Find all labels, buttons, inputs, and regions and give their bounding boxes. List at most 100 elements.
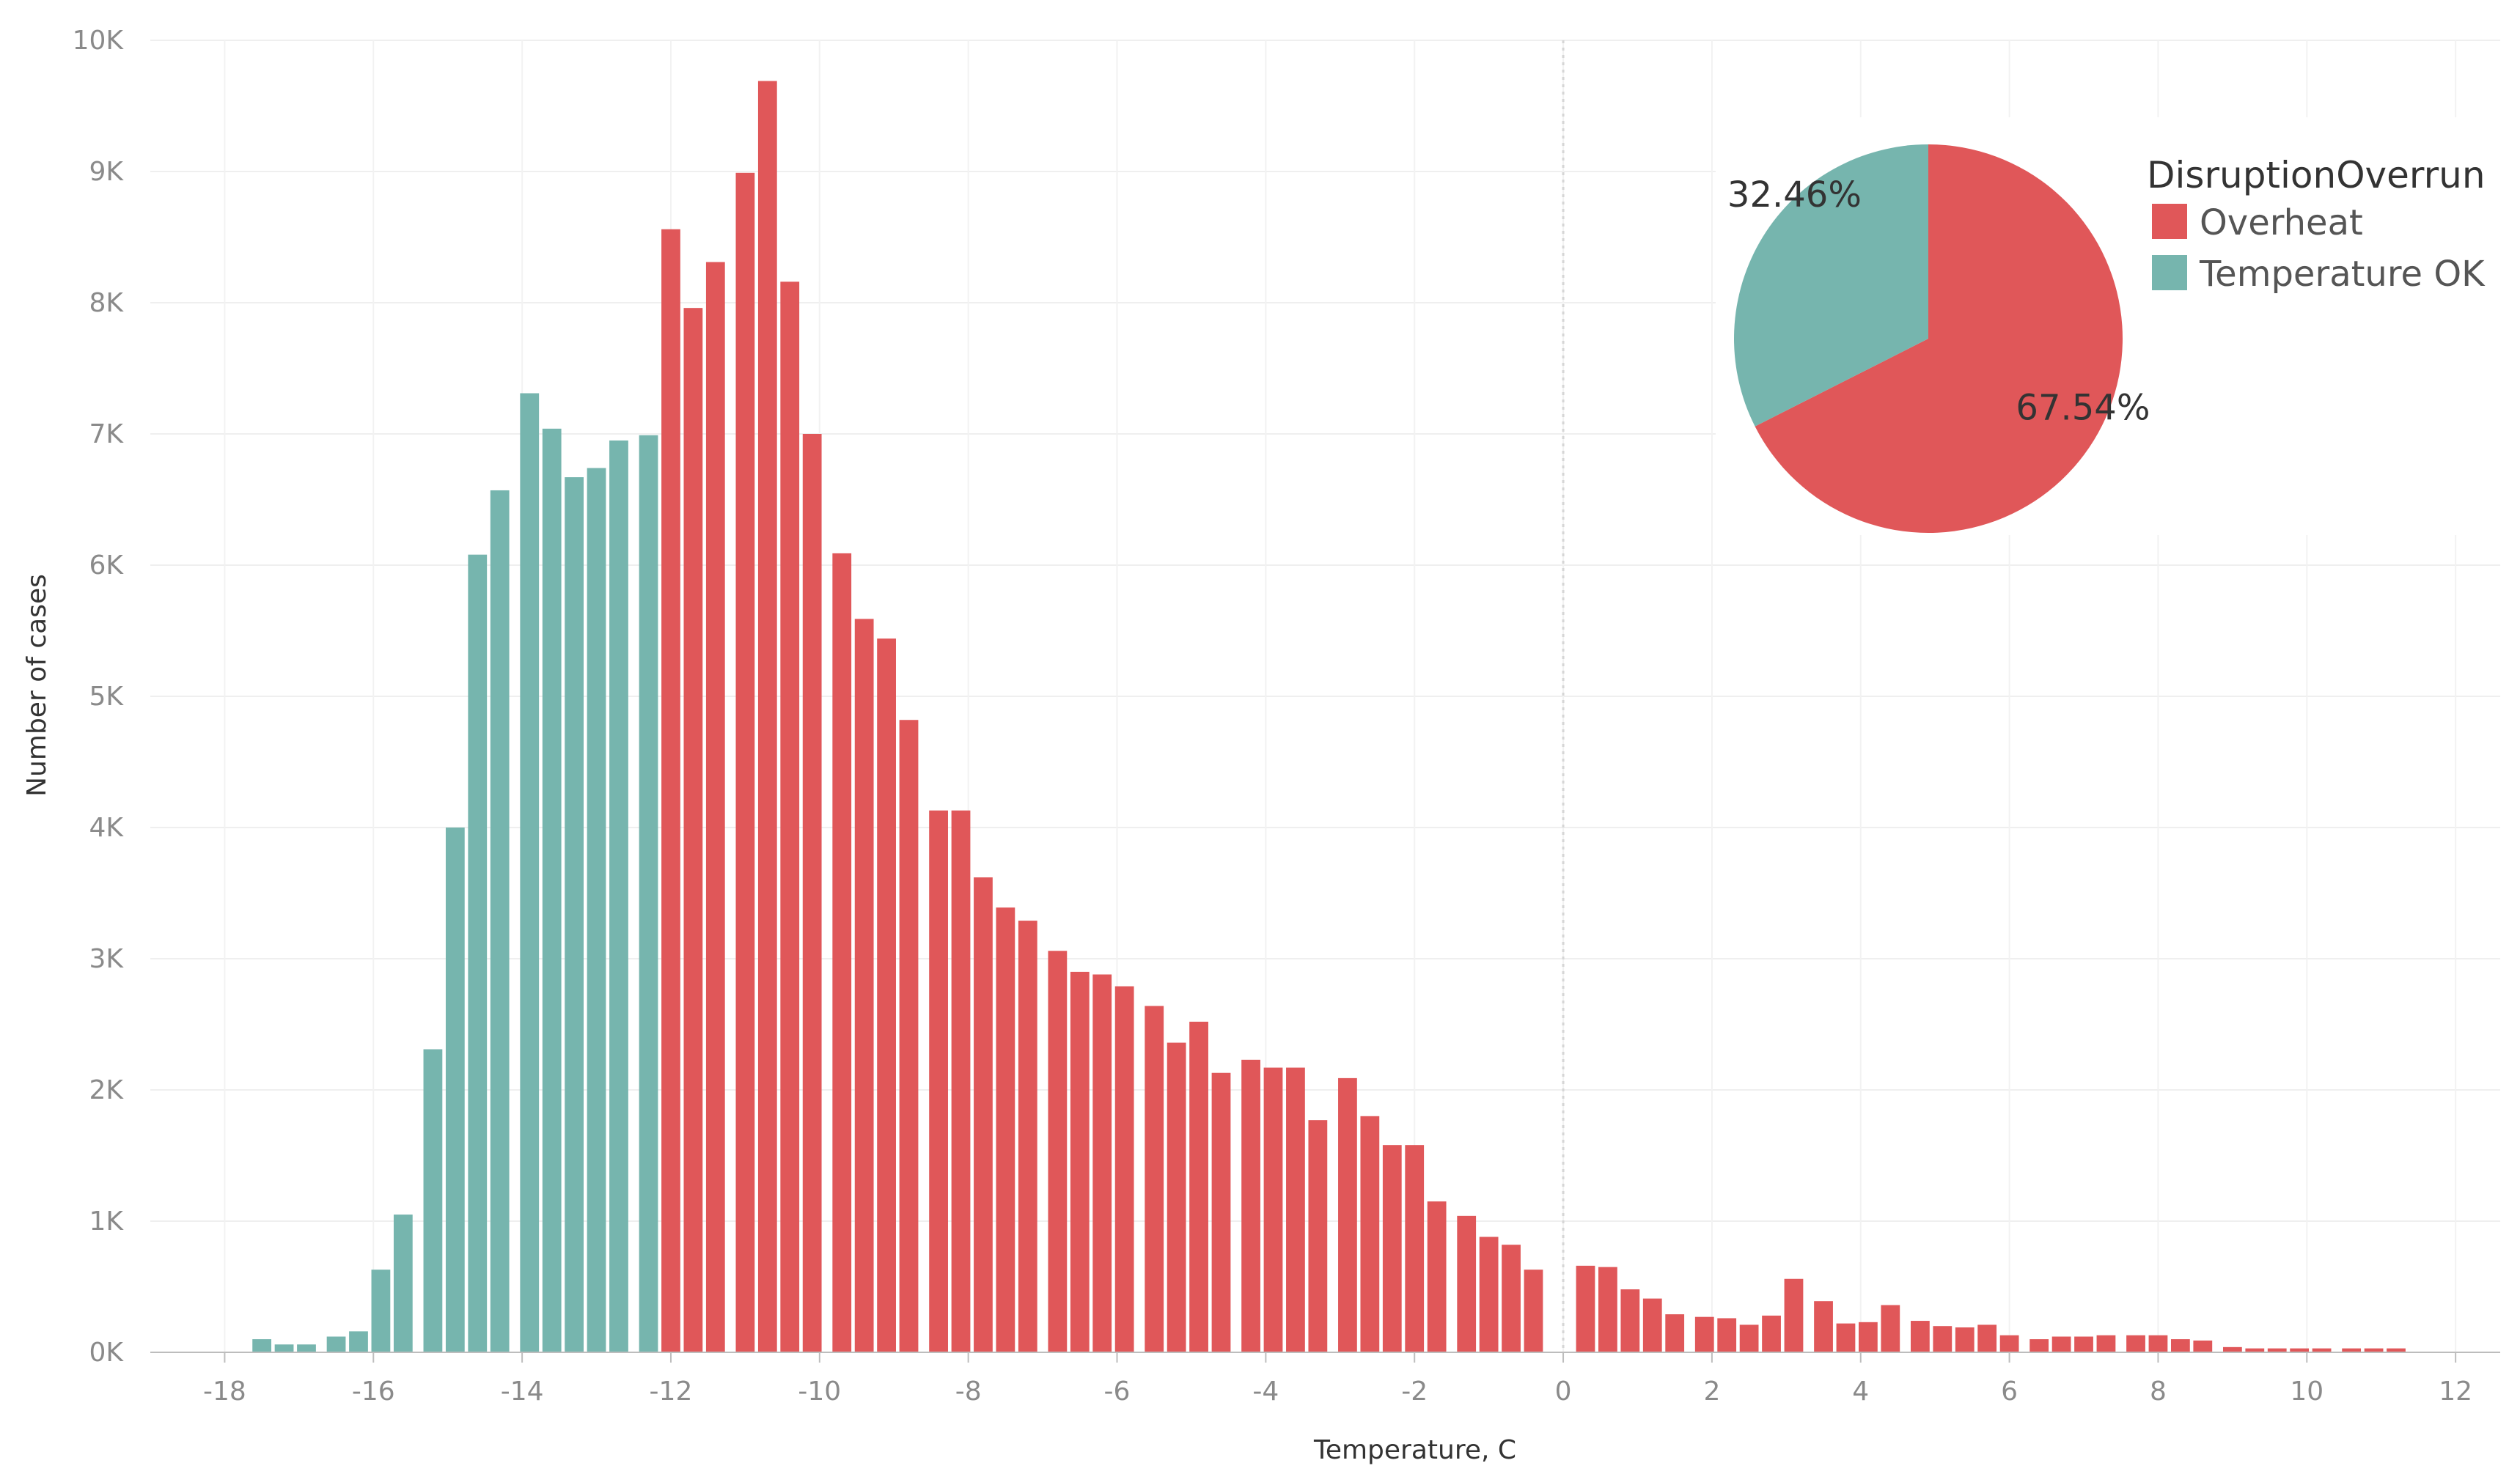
- bar-overheat: [757, 81, 777, 1353]
- bar-overheat: [996, 907, 1015, 1352]
- bar-overheat: [1524, 1270, 1543, 1352]
- bar-overheat: [1665, 1314, 1685, 1352]
- bar-overheat: [1048, 951, 1068, 1352]
- bar-temperature-ok: [468, 554, 488, 1353]
- bar-temperature-ok: [393, 1215, 413, 1352]
- bar-temperature-ok: [587, 468, 606, 1352]
- bar-overheat: [1620, 1289, 1640, 1352]
- bar-temperature-ok: [490, 490, 510, 1352]
- bar-overheat: [1642, 1298, 1662, 1352]
- bar-overheat: [1070, 971, 1090, 1352]
- x-tick-label: -10: [798, 1377, 841, 1407]
- bar-overheat: [1479, 1237, 1499, 1352]
- y-axis-title: Number of cases: [22, 574, 52, 797]
- bar-overheat: [1881, 1305, 1900, 1352]
- y-tick-label: 3K: [89, 944, 124, 974]
- pie-chart: 67.54% 32.46%: [1727, 144, 2150, 533]
- bar-overheat: [2170, 1339, 2190, 1352]
- x-tick-label: -4: [1252, 1377, 1279, 1407]
- y-axis-ticks: 0K 1K 2K 3K 4K 5K 6K 7K 8K 9K 10K: [73, 26, 125, 1368]
- bar-overheat: [2290, 1348, 2310, 1352]
- x-tick-label: -12: [650, 1377, 693, 1407]
- bar-overheat: [1211, 1072, 1231, 1352]
- y-tick-label: 0K: [89, 1338, 124, 1368]
- bar-overheat: [1145, 1006, 1164, 1352]
- bar-temperature-ok: [297, 1344, 316, 1352]
- bar-overheat: [1263, 1067, 1283, 1352]
- bar-overheat: [974, 877, 993, 1352]
- bar-overheat: [1382, 1145, 1402, 1352]
- x-tick-label: -8: [955, 1377, 982, 1407]
- bar-overheat: [1694, 1316, 1714, 1352]
- x-tick-label: -18: [203, 1377, 246, 1407]
- y-tick-label: 6K: [89, 550, 124, 581]
- x-tick-label: 4: [1852, 1377, 1869, 1407]
- bar-overheat: [2387, 1348, 2406, 1352]
- bar-temperature-ok: [326, 1336, 346, 1352]
- y-tick-label: 1K: [89, 1206, 124, 1237]
- bar-overheat: [1092, 974, 1112, 1352]
- bar-overheat: [1999, 1335, 2019, 1352]
- x-tick-label: 6: [2001, 1377, 2018, 1407]
- bar-overheat: [735, 172, 755, 1352]
- bar-overheat: [1739, 1324, 1759, 1352]
- bar-temperature-ok: [639, 435, 658, 1352]
- bar-overheat: [2312, 1348, 2332, 1352]
- legend-label-temperature-ok: Temperature OK: [2199, 254, 2486, 295]
- x-tick-label: -14: [501, 1377, 544, 1407]
- bar-overheat: [2342, 1348, 2362, 1352]
- x-tick-label: 2: [1703, 1377, 1720, 1407]
- legend-title: DisruptionOverrun: [2147, 154, 2486, 196]
- bar-overheat: [1836, 1323, 1856, 1352]
- bar-overheat: [1114, 986, 1134, 1352]
- bar-overheat: [2148, 1335, 2168, 1352]
- bar-temperature-ok: [423, 1049, 443, 1352]
- bar-overheat: [1911, 1321, 1930, 1352]
- x-tick-label: 0: [1555, 1377, 1572, 1407]
- bar-temperature-ok: [565, 477, 584, 1352]
- bar-temperature-ok: [349, 1331, 368, 1352]
- bar-overheat: [1338, 1077, 1357, 1352]
- y-tick-label: 4K: [89, 813, 124, 843]
- x-tick-label: -6: [1104, 1377, 1131, 1407]
- pie-label-overheat: 67.54%: [2016, 387, 2150, 428]
- bar-overheat: [854, 619, 874, 1352]
- x-axis-title: Temperature, C: [1313, 1435, 1516, 1465]
- bar-overheat: [1859, 1322, 1878, 1352]
- x-tick-label: -2: [1401, 1377, 1428, 1407]
- bar-temperature-ok: [445, 828, 465, 1352]
- bar-overheat: [661, 229, 680, 1352]
- bar-overheat: [2074, 1336, 2093, 1352]
- bar-overheat: [1405, 1145, 1425, 1352]
- x-tick-label: -16: [352, 1377, 395, 1407]
- x-axis-ticks: -18 -16 -14 -12 -10 -8 -6 -4 -2 0 2 4 6 8 10 12: [150, 1352, 2500, 1407]
- bar-overheat: [2245, 1348, 2265, 1352]
- y-tick-label: 9K: [89, 157, 124, 187]
- pie-label-temperature-ok: 32.46%: [1727, 174, 1862, 215]
- bar-temperature-ok: [520, 393, 540, 1352]
- pie-slice-overheat: [1755, 144, 2123, 533]
- bar-overheat: [1955, 1327, 1975, 1352]
- legend-swatch-overheat: [2152, 204, 2187, 239]
- bar-overheat: [2096, 1335, 2116, 1352]
- bar-overheat: [2364, 1348, 2384, 1352]
- bar-overheat: [929, 810, 948, 1352]
- y-tick-label: 5K: [89, 682, 124, 712]
- histogram-bars: [252, 81, 2406, 1353]
- bar-temperature-ok: [274, 1344, 294, 1352]
- bar-overheat: [1977, 1324, 1997, 1352]
- bar-overheat: [951, 810, 971, 1352]
- bar-overheat: [2222, 1346, 2242, 1352]
- bar-overheat: [1427, 1201, 1447, 1352]
- x-tick-label: 8: [2150, 1377, 2167, 1407]
- bar-overheat: [1167, 1042, 1186, 1352]
- bar-overheat: [1717, 1318, 1737, 1352]
- bar-overheat: [1308, 1120, 1328, 1352]
- y-tick-label: 10K: [73, 26, 125, 56]
- bar-overheat: [832, 553, 852, 1352]
- y-tick-label: 8K: [89, 288, 124, 318]
- bar-temperature-ok: [542, 428, 562, 1352]
- bar-overheat: [1241, 1059, 1260, 1352]
- bar-overheat: [780, 281, 800, 1352]
